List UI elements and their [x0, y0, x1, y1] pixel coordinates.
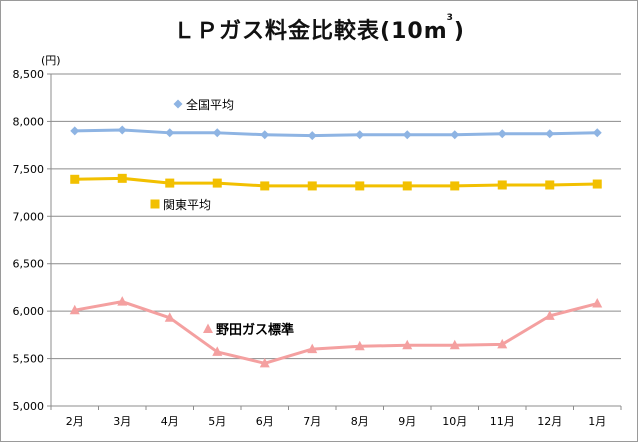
x-tick-label: 11月: [490, 415, 515, 428]
chart-title-main: ＬＰガス料金比較表(10m: [173, 19, 448, 44]
data-point: [212, 178, 222, 188]
x-tick-label: 10月: [442, 415, 467, 428]
data-point: [450, 130, 460, 140]
y-tick-label: 8,500: [13, 68, 45, 81]
data-point: [117, 173, 127, 183]
x-tick-label: 8月: [351, 415, 369, 428]
y-tick-label: 7,000: [13, 210, 45, 223]
x-tick-label: 1月: [588, 415, 606, 428]
data-point: [212, 346, 223, 356]
data-point: [497, 129, 507, 139]
grid: [51, 73, 621, 360]
data-point: [69, 304, 80, 315]
x-tick-label: 6月: [256, 415, 274, 428]
data-point: [260, 181, 270, 191]
data-point: [117, 296, 128, 306]
y-tick-label: 6,000: [13, 305, 45, 318]
data-point: [307, 343, 318, 354]
data-point: [355, 181, 365, 191]
data-point: [164, 312, 175, 322]
data-point: [307, 181, 317, 191]
data-point: [592, 128, 602, 138]
data-point: [354, 340, 365, 351]
legend-marker: [203, 323, 213, 333]
data-point: [259, 357, 270, 368]
series-line: [74, 176, 598, 188]
x-tick-label: 12月: [537, 415, 562, 428]
x-tick-label: 9月: [398, 415, 416, 428]
data-point: [497, 338, 508, 349]
legend-label: 野田ガス標準: [216, 322, 294, 338]
data-point: [545, 129, 555, 139]
data-point: [70, 126, 80, 136]
data-point: [450, 181, 460, 191]
chart-title: ＬＰガス料金比較表(10m3): [1, 13, 637, 45]
data-point: [355, 130, 365, 140]
data-point: [449, 339, 460, 350]
x-tick-label: 5月: [208, 415, 226, 428]
data-point: [402, 339, 413, 350]
legend-marker: [173, 99, 183, 109]
x-tick-label: 3月: [113, 415, 131, 428]
chart-title-end: ): [453, 19, 465, 44]
y-tick-label: 5,500: [13, 353, 45, 366]
data-point: [165, 128, 175, 138]
x-tick-label: 4月: [161, 415, 179, 428]
legend-label: 全国平均: [186, 97, 234, 112]
series-line: [74, 128, 598, 138]
data-point: [260, 130, 270, 140]
series-line: [74, 300, 598, 365]
series-group: [69, 125, 603, 368]
y-tick-labels: 5,000 5,500 6,000 6,500 7,000 7,500 8,000 8,500: [13, 68, 45, 413]
axes: [47, 73, 622, 410]
y-tick-label: 5,000: [13, 400, 45, 413]
x-tick-label: 7月: [303, 415, 321, 428]
y-tick-label: 6,500: [13, 258, 45, 271]
data-point: [117, 125, 127, 135]
data-point: [212, 128, 222, 138]
data-point: [307, 131, 317, 141]
y-tick-label: 8,000: [13, 115, 45, 128]
legend-marker: [150, 199, 160, 209]
data-point: [402, 130, 412, 140]
x-tick-label: 2月: [66, 415, 84, 428]
y-tick-label: 7,500: [13, 163, 45, 176]
data-point: [592, 298, 603, 308]
data-point: [544, 310, 555, 320]
data-point: [70, 174, 80, 184]
y-axis-unit: (円): [41, 54, 61, 67]
x-tick-labels: 2月 3月 4月 5月 6月 7月 8月 9月 10月 11月 12月 1月: [66, 415, 607, 428]
data-point: [545, 180, 555, 190]
data-point: [497, 180, 507, 190]
legend-label: 関東平均: [163, 198, 211, 212]
chart-title-superscript: 3: [446, 13, 454, 23]
data-point: [402, 181, 412, 191]
data-point: [592, 179, 602, 189]
data-point: [165, 178, 175, 188]
